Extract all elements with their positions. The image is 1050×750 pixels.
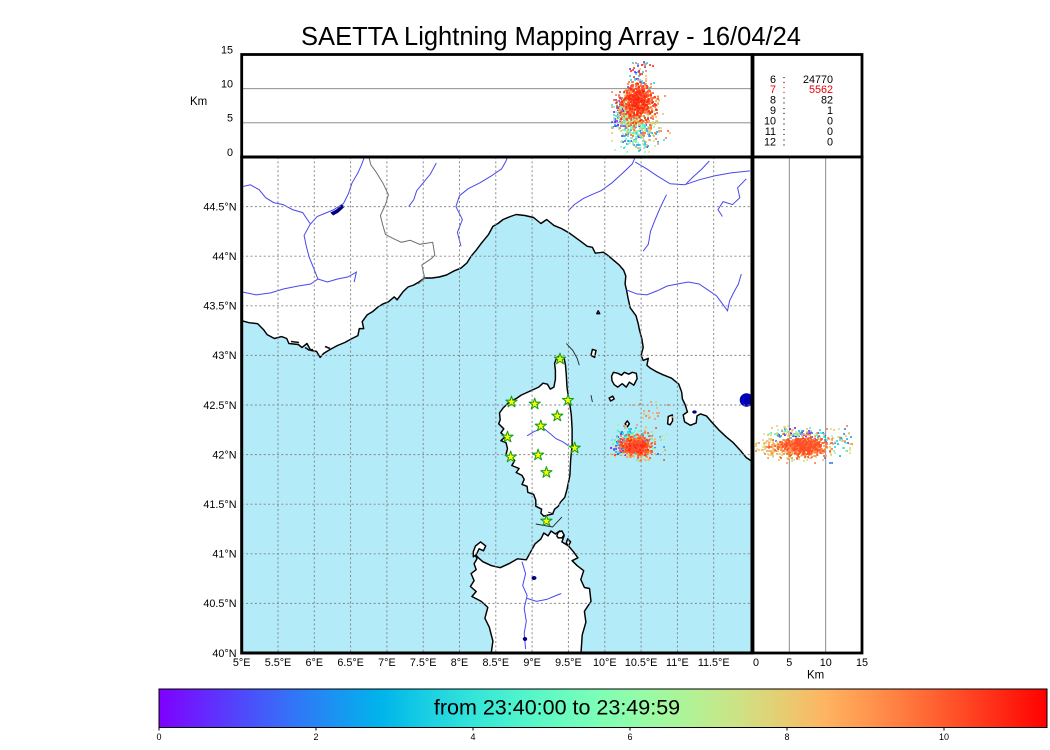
svg-text:7: 7: [770, 84, 776, 96]
svg-text:41.5°N: 41.5°N: [203, 499, 236, 511]
svg-text::: :: [783, 84, 786, 96]
svg-text:Km: Km: [190, 96, 207, 108]
svg-text:6°E: 6°E: [306, 657, 324, 669]
svg-text:1: 1: [827, 105, 833, 117]
svg-text:42.5°N: 42.5°N: [203, 400, 236, 412]
svg-text:12: 12: [764, 137, 776, 149]
svg-text:9°E: 9°E: [523, 657, 541, 669]
svg-text:43.5°N: 43.5°N: [203, 301, 236, 313]
svg-text:8°E: 8°E: [451, 657, 469, 669]
svg-text:10: 10: [221, 79, 233, 91]
svg-text:5562: 5562: [809, 84, 833, 96]
svg-text:10: 10: [820, 657, 832, 669]
svg-text:15: 15: [221, 44, 233, 56]
svg-text:7°E: 7°E: [378, 657, 396, 669]
svg-text:8: 8: [784, 732, 789, 742]
svg-text:44°N: 44°N: [212, 251, 236, 263]
svg-text:0: 0: [827, 126, 833, 138]
svg-text:5: 5: [786, 657, 792, 669]
svg-text:42°N: 42°N: [212, 449, 236, 461]
svg-text:44.5°N: 44.5°N: [203, 201, 236, 213]
svg-text:41°N: 41°N: [212, 549, 236, 561]
svg-text:9: 9: [770, 105, 776, 117]
svg-text:0: 0: [227, 147, 233, 159]
svg-text:10: 10: [764, 116, 776, 128]
svg-text:6: 6: [770, 74, 776, 86]
svg-text:0: 0: [827, 116, 833, 128]
svg-text:10.5°E: 10.5°E: [625, 657, 658, 669]
svg-text:11: 11: [765, 126, 776, 138]
svg-text:82: 82: [821, 95, 833, 107]
svg-text:11.5°E: 11.5°E: [698, 657, 730, 669]
svg-text:Km: Km: [807, 670, 824, 682]
svg-text:9.5°E: 9.5°E: [555, 657, 582, 669]
svg-text:43°N: 43°N: [212, 350, 236, 362]
svg-text:5°E: 5°E: [233, 657, 251, 669]
svg-text:8.5°E: 8.5°E: [483, 657, 510, 669]
svg-text:10: 10: [939, 732, 949, 742]
svg-text:8: 8: [770, 95, 776, 107]
svg-text:4: 4: [470, 732, 475, 742]
svg-text:40.5°N: 40.5°N: [203, 598, 236, 610]
svg-text:0: 0: [827, 137, 833, 149]
svg-text::: :: [783, 116, 786, 128]
svg-text:11°E: 11°E: [666, 657, 689, 669]
svg-text:7.5°E: 7.5°E: [410, 657, 437, 669]
svg-text:2: 2: [313, 732, 318, 742]
svg-text::: :: [783, 74, 786, 86]
svg-text:6.5°E: 6.5°E: [337, 657, 364, 669]
svg-text:10°E: 10°E: [593, 657, 617, 669]
svg-text:40°N: 40°N: [212, 648, 236, 660]
svg-text:6: 6: [627, 732, 632, 742]
svg-text:5: 5: [227, 113, 233, 125]
svg-text:SAETTA Lightning Mapping Array: SAETTA Lightning Mapping Array - 16/04/2…: [301, 23, 801, 51]
svg-text:0: 0: [753, 657, 759, 669]
svg-text:0: 0: [156, 732, 161, 742]
svg-text::: :: [783, 95, 786, 107]
svg-text::: :: [783, 126, 786, 138]
svg-text:15: 15: [856, 657, 868, 669]
svg-text::: :: [783, 105, 786, 117]
svg-text:24770: 24770: [803, 74, 833, 86]
svg-text:from 23:40:00 to 23:49:59: from 23:40:00 to 23:49:59: [434, 696, 680, 720]
svg-text:5.5°E: 5.5°E: [265, 657, 292, 669]
svg-text::: :: [783, 137, 786, 149]
